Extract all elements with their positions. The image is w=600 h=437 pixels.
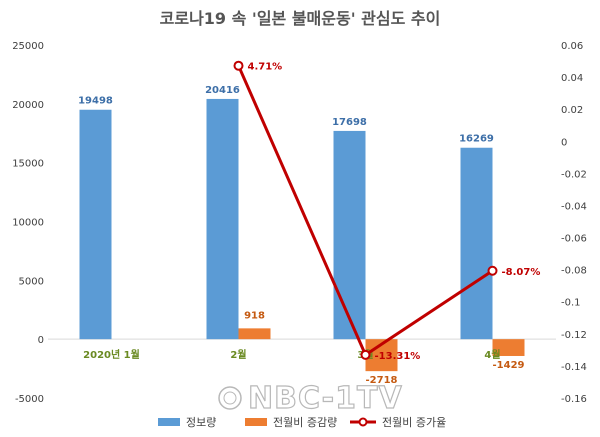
legend-swatch-jeongboryang <box>158 418 180 426</box>
right-axis-tick-label: 0 <box>561 137 567 148</box>
right-axis-tick-label: -0.08 <box>561 266 587 277</box>
bar-jeongboryang <box>333 130 366 340</box>
right-axis-tick-label: 0.02 <box>561 105 583 116</box>
legend-swatch-monthly-change <box>245 418 267 426</box>
line-point <box>360 349 371 360</box>
right-axis-tick-label: 0.04 <box>561 73 583 84</box>
left-axis-tick-label: 5000 <box>19 276 44 287</box>
bar-data-label: 16269 <box>459 134 494 145</box>
right-axis-tick-label: -0.14 <box>561 362 587 373</box>
bar-monthly-change <box>492 339 525 356</box>
right-axis-tick-label: -0.04 <box>561 201 587 212</box>
chart-title: 코로나19 속 '일본 불매운동' 관심도 추이 <box>160 9 441 28</box>
bar-monthly-change <box>238 328 271 340</box>
right-axis-tick-label: -0.1 <box>561 298 581 309</box>
line-data-label: -8.07% <box>502 267 541 278</box>
right-axis-tick-label: -0.12 <box>561 330 587 341</box>
legend-marker <box>358 417 368 427</box>
left-axis-tick-label: 0 <box>38 335 44 346</box>
bar-data-label: 20416 <box>205 85 240 96</box>
legend: 정보량 전월비 증감량 전월비 증가율 <box>158 416 446 429</box>
change-data-label: 918 <box>244 310 265 321</box>
bar-jeongboryang <box>79 109 112 340</box>
watermark-text: NBC-1TV <box>248 381 403 416</box>
bar-jeongboryang <box>206 98 239 340</box>
change-data-label: -1429 <box>493 360 525 371</box>
bar-jeongboryang <box>460 147 493 340</box>
legend-label: 정보량 <box>186 416 216 429</box>
right-axis-tick-label: -0.02 <box>561 169 587 180</box>
legend-label: 전월비 증감량 <box>273 416 337 429</box>
plot-area: -50000500010000150002000025000-0.16-0.14… <box>12 41 587 405</box>
left-axis-tick-label: 25000 <box>12 41 44 52</box>
left-axis-tick-label: -5000 <box>15 394 44 405</box>
bar-data-label: 19498 <box>78 96 113 107</box>
right-axis-tick-label: -0.16 <box>561 394 587 405</box>
category-label: 2020년 1월 <box>83 348 140 361</box>
left-axis-tick-label: 20000 <box>12 100 44 111</box>
line-point <box>233 60 244 71</box>
left-axis-tick-label: 15000 <box>12 159 44 170</box>
legend-label: 전월비 증가율 <box>382 416 446 429</box>
left-axis-tick-label: 10000 <box>12 218 44 229</box>
line-point <box>487 265 498 276</box>
change-data-label: -2718 <box>366 375 398 386</box>
right-axis-tick-label: -0.06 <box>561 234 587 245</box>
category-label: 2월 <box>230 349 246 361</box>
line-data-label: 4.71% <box>248 62 283 73</box>
right-axis-tick-label: 0.06 <box>561 41 583 52</box>
bar-data-label: 17698 <box>332 117 367 128</box>
category-label: 4월 <box>484 349 500 361</box>
line-data-label: -13.31% <box>375 351 421 362</box>
watermark: NBC-1TV <box>218 380 403 417</box>
